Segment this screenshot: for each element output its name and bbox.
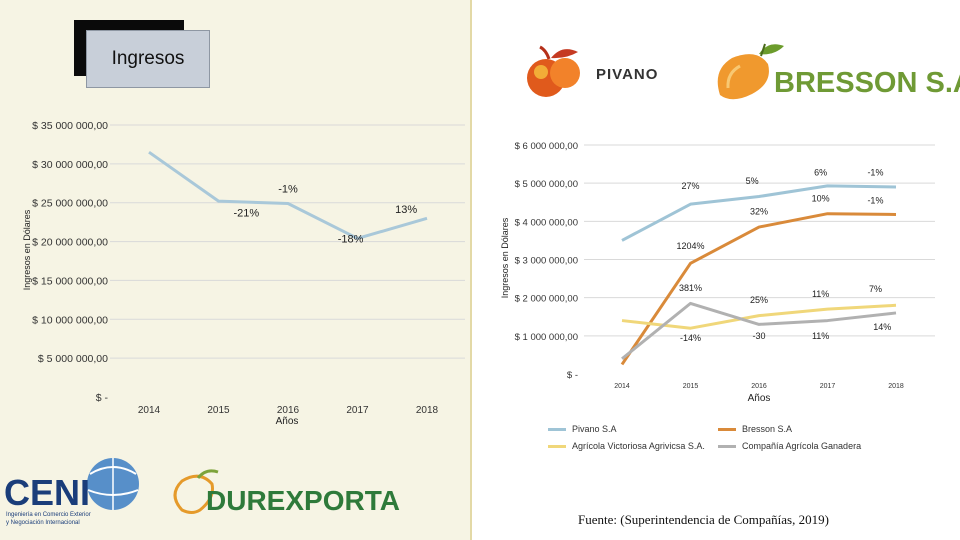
y-tick-labels: $ 6 000 000,00 $ 5 000 000,00 $ 4 000 000,… [515, 141, 578, 381]
legend-swatch [718, 444, 736, 448]
data-label: 13% [395, 204, 417, 216]
data-label: 5% [746, 176, 759, 186]
y-tick-label: $ 20 000 000,00 [32, 237, 108, 249]
data-label: 381% [679, 283, 702, 293]
y-tick-label: $ 35 000 000,00 [32, 120, 108, 132]
y-tick-label: $ 25 000 000,00 [32, 198, 108, 210]
data-label: -1% [867, 195, 883, 205]
data-label: -1% [867, 168, 883, 178]
x-axis-label: Años [748, 393, 771, 404]
y-tick-label: $ 30 000 000,00 [32, 159, 108, 171]
data-label: 10% [812, 193, 830, 203]
data-label: -21% [233, 208, 259, 220]
source-note: Fuente: (Superintendencia de Compañías, … [578, 512, 829, 527]
x-tick-label: 2017 [820, 383, 836, 390]
legend-label: Agrícola Victoriosa Agrivicsa S.A. [572, 441, 705, 451]
data-label: -30 [752, 331, 765, 341]
series-line-3 [621, 303, 897, 330]
x-tick-label: 2018 [888, 383, 904, 390]
legend-label: Pivano S.A [572, 424, 617, 434]
data-label: -1% [278, 184, 298, 196]
annotations: 27% 5% 6% -1% 10% -1% 32% 1204% 381% 25% 11% 7% -14%… [676, 168, 891, 344]
legend-item-agricola-victoriosa: Agrícola Victoriosa Agrivicsa S.A. [548, 441, 705, 451]
chart-industry-revenue: Ingresos en Dólares Años $ 35 000 000,00… [22, 120, 465, 427]
x-axis-label: Años [276, 416, 299, 427]
data-label: 32% [750, 206, 768, 216]
y-axis-label: Ingresos en Dólares [500, 217, 510, 298]
data-label: 14% [873, 322, 891, 332]
y-tick-label: $ 5 000 000,00 [515, 179, 578, 190]
x-tick-label: 2015 [683, 383, 699, 390]
y-tick-label: $ 2 000 000,00 [515, 294, 578, 305]
data-label: 27% [681, 181, 699, 191]
y-tick-label: $ 6 000 000,00 [515, 141, 578, 152]
chart-company-revenue: Ingresos en Dólares Años $ 6 000 000,00$… [500, 141, 935, 404]
series-line-1 [621, 184, 897, 242]
y-tick-label: $ 3 000 000,00 [515, 256, 578, 267]
y-tick-label: $ 15 000 000,00 [32, 275, 108, 287]
data-label: -18% [338, 233, 364, 245]
x-tick-label: 2016 [751, 383, 767, 390]
x-tick-labels: 2014 2015 2016 2017 2018 [138, 405, 439, 416]
legend-swatch [548, 444, 566, 448]
data-label: 6% [814, 168, 827, 178]
left-panel [0, 0, 470, 540]
y-tick-label: $ - [567, 370, 578, 381]
legend-item-pivano: Pivano S.A [548, 424, 617, 434]
y-tick-label: $ - [96, 392, 109, 404]
page-title: Ingresos [86, 30, 210, 88]
y-tick-label: $ 10 000 000,00 [32, 314, 108, 326]
x-tick-label: 2014 [138, 405, 161, 416]
x-tick-label: 2016 [277, 405, 300, 416]
data-label: 1204% [676, 241, 704, 251]
y-tick-label: $ 4 000 000,00 [515, 217, 578, 228]
legend-label: Bresson S.A [742, 424, 793, 434]
x-tick-label: 2014 [614, 383, 630, 390]
series-lines [620, 184, 897, 366]
legend-label: Compañía Agrícola Ganadera [742, 441, 862, 451]
legend-item-compania-agricola: Compañía Agrícola Ganadera [718, 441, 861, 451]
data-label: 7% [869, 284, 882, 294]
legend-swatch [718, 427, 736, 431]
x-tick-label: 2015 [207, 405, 230, 416]
y-tick-labels: $ 35 000 000,00 $ 30 000 000,00 $ 25 000 0… [32, 120, 108, 404]
legend-swatch [548, 427, 566, 431]
series-line-4 [621, 301, 897, 360]
data-label: 25% [750, 295, 768, 305]
data-label: 11% [812, 331, 829, 341]
y-tick-label: $ 1 000 000,00 [515, 332, 578, 343]
series-line-1 [148, 150, 428, 240]
series-line-2 [620, 212, 897, 366]
x-tick-labels: 2014 2015 2016 2017 2018 [614, 383, 904, 390]
annotations: -21% -1% -18% 13% [233, 184, 417, 246]
y-tick-label: $ 5 000 000,00 [38, 353, 108, 365]
x-tick-label: 2018 [416, 405, 439, 416]
y-axis-label: Ingresos en Dólares [22, 209, 32, 290]
x-tick-label: 2017 [346, 405, 369, 416]
series-lines [148, 150, 428, 240]
data-label: 11% [812, 289, 829, 299]
legend-item-bresson: Bresson S.A [718, 424, 792, 434]
panel-divider [470, 0, 472, 540]
data-label: -14% [680, 333, 701, 343]
